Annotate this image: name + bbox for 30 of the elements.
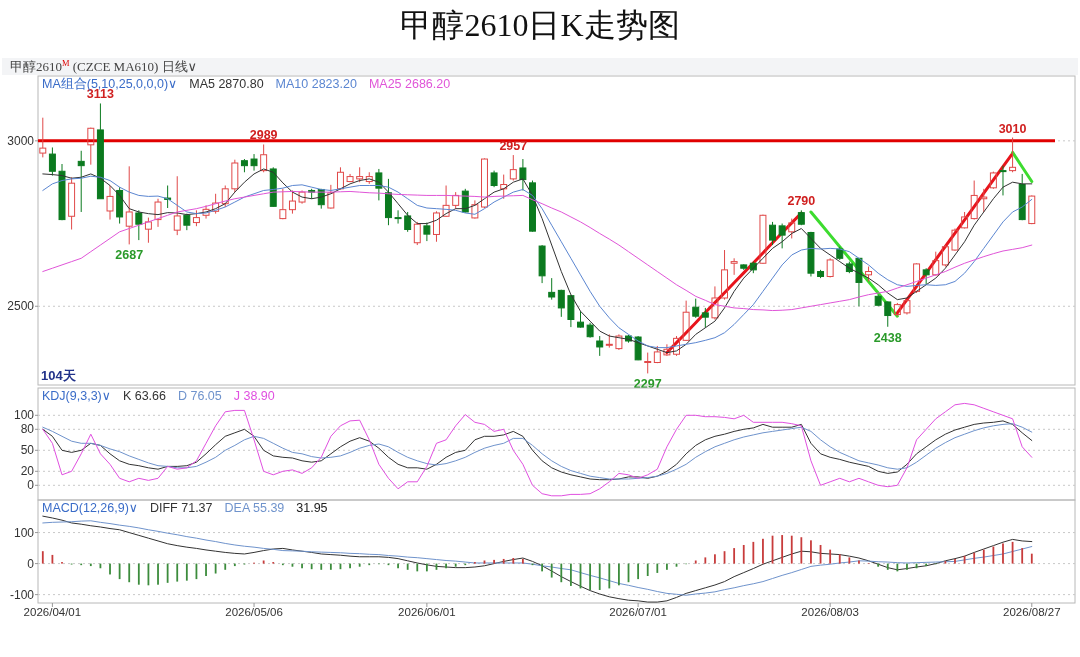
text: 2438 <box>873 330 902 345</box>
legend: MA组合(5,10,25,0,0,0)∨ MA5 2870.80 MA10 2823.20 MA25 2686.20 <box>42 77 451 91</box>
x-tick-label: 2026/08/03 <box>801 606 859 618</box>
y-tick-label: 80 <box>20 422 35 437</box>
legend: MACD(12,26,9)∨ DIFF 71.37 DEA 55.39 31.95 <box>42 501 328 515</box>
text: 2989 <box>249 128 278 143</box>
x-tick-label: 2026/06/01 <box>398 606 456 618</box>
y-tick-label: 100 <box>13 525 35 540</box>
text: 2957 <box>499 139 528 154</box>
x-tick-label: 2026/07/01 <box>609 606 667 618</box>
text: 2297 <box>633 377 662 392</box>
y-tick-label: 3000 <box>7 133 35 148</box>
y-tick-label: -100 <box>9 587 35 602</box>
x-tick-label: 2026/08/27 <box>1003 606 1061 618</box>
y-tick-label: 50 <box>20 443 35 458</box>
y-tick-label: 2500 <box>7 299 35 314</box>
title: 甲醇2610日K走势图 <box>400 7 680 43</box>
y-tick-label: 0 <box>27 556 35 571</box>
legend: KDJ(9,3,3)∨ K 63.66 D 76.05 J 38.90 <box>42 389 275 403</box>
x-tick-label: 2026/04/01 <box>23 606 82 618</box>
subtitle: 甲醇2610$^{M}$ (CZCE MA610) 日线∨ <box>10 58 198 74</box>
x-tick-label: 2026/05/06 <box>225 606 283 618</box>
line-series <box>42 402 1033 497</box>
text: 3010 <box>998 121 1027 136</box>
y-tick-label: 20 <box>20 464 35 479</box>
annotation: 104天 <box>41 368 77 383</box>
text: 2790 <box>787 194 816 209</box>
text: 2687 <box>115 248 144 263</box>
y-tick-label: 0 <box>27 478 35 493</box>
y-tick-label: 100 <box>13 408 35 423</box>
